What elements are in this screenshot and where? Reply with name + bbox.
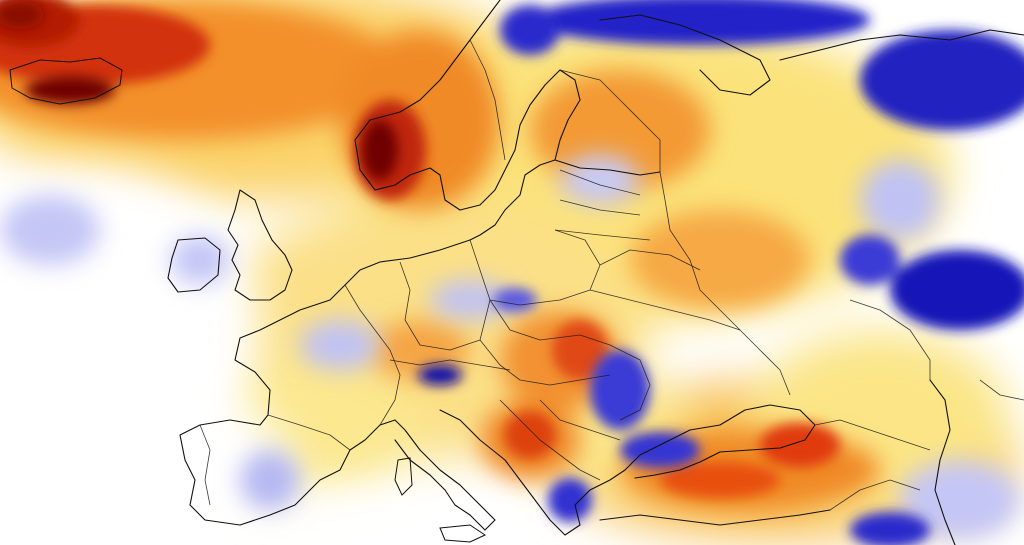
border-sweden-norway (469, 39, 506, 161)
coast-arctic (779, 29, 1024, 61)
coast-italy (394, 419, 496, 531)
warm-dark-layer (0, 1, 398, 180)
coast-caspian (929, 379, 956, 545)
border-romania (579, 334, 651, 421)
border-central (479, 299, 611, 386)
coast-sardinia (394, 457, 413, 496)
coast-sicily (439, 524, 487, 543)
coast-balkans (439, 409, 626, 536)
coast-baltic (469, 69, 581, 241)
coast-kola (599, 14, 771, 96)
border-turkey-east (829, 479, 921, 511)
border-alps (389, 359, 511, 371)
cool-blue-layer (418, 0, 1024, 545)
border-kazakh (849, 299, 1024, 401)
coastlines (9, 0, 1024, 545)
cool-light-layer (0, 155, 1020, 540)
border-russia-west (659, 171, 741, 331)
coast-britain (227, 189, 293, 301)
border-portugal (199, 424, 211, 506)
coast-ireland (167, 237, 221, 293)
border-ukraine (589, 289, 791, 396)
coast-iceland (9, 57, 123, 105)
border-belarus (599, 249, 701, 271)
border-spain (267, 414, 351, 451)
coast-anatolia (599, 509, 831, 526)
border-finland (559, 69, 661, 172)
coast-norway (354, 0, 561, 211)
border-balkans-inner (499, 399, 621, 481)
country-borders (199, 39, 1024, 511)
border-poland (469, 229, 601, 306)
border-caucasus (814, 419, 931, 451)
border-france (344, 284, 401, 426)
coast-finland-gulf (554, 159, 661, 176)
coast-west-europe (179, 239, 471, 526)
border-baltics (554, 169, 651, 241)
